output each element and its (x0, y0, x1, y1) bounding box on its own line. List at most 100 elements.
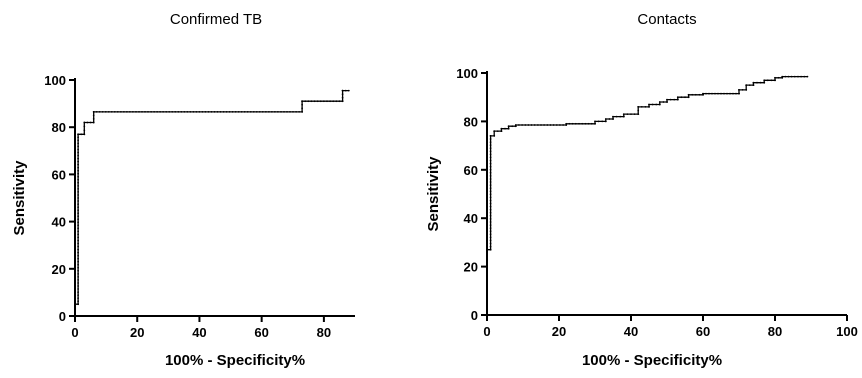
chart2-roc-point (486, 286, 488, 288)
chart2-roc-point (486, 261, 488, 263)
chart1-roc-point (77, 175, 79, 178)
chart2-roc-point (648, 103, 650, 106)
chart2-roc-point (800, 75, 802, 78)
chart2-x-tick-label: 40 (624, 324, 638, 339)
chart2-roc-point (507, 125, 510, 128)
chart1-roc-point (274, 111, 276, 113)
chart1-roc-point (83, 133, 86, 136)
chart2-roc-point (500, 130, 503, 133)
chart2-roc-point (489, 227, 492, 230)
chart2-roc-point (708, 92, 710, 95)
chart1-roc-point (77, 136, 79, 139)
chart1-roc-point (77, 209, 79, 212)
chart2-roc-point (732, 92, 734, 95)
chart1-roc-point (174, 111, 177, 113)
chart2-roc-point (581, 122, 584, 125)
chart1-roc-point (159, 111, 162, 113)
chart1-roc-point (77, 279, 79, 281)
chart2-roc-point (489, 147, 492, 150)
chart2-roc-point (630, 113, 632, 115)
chart2-roc-point (489, 221, 492, 223)
chart2-roc-point (787, 75, 790, 78)
chart2-roc-point (684, 96, 686, 99)
chart2-roc-point (571, 122, 574, 125)
chart2-roc-point (705, 92, 707, 95)
chart2-roc-point (486, 279, 488, 282)
chart1-roc-curve-markers (74, 89, 350, 317)
chart2-roc-point (673, 98, 676, 101)
chart2-roc-point (546, 124, 549, 126)
chart1-roc-point (77, 203, 79, 206)
chart1-roc-point (207, 111, 210, 113)
chart2-roc-point (774, 79, 776, 82)
chart2-roc-point (527, 124, 530, 126)
chart2-x-tick-label: 60 (696, 324, 710, 339)
chart2-roc-point (540, 124, 542, 126)
chart1-roc-point (265, 111, 267, 113)
chart2-roc-point (803, 75, 806, 78)
chart2-roc-point (658, 103, 661, 106)
chart2-roc-point (552, 124, 555, 126)
chart1-roc-point (335, 100, 338, 103)
chart1-roc-point (77, 163, 79, 166)
chart2-roc-point (489, 165, 492, 168)
chart2-roc-point (486, 295, 488, 298)
chart2-roc-point (486, 276, 488, 279)
chart1-roc-point (249, 111, 252, 113)
chart2-roc-point (644, 106, 647, 108)
chart2-roc-point (518, 124, 520, 126)
chart1-roc-point (280, 111, 282, 113)
chart2-roc-curve-markers (486, 75, 809, 316)
chart2-roc-point (486, 258, 488, 260)
chart2-roc-point (662, 101, 665, 103)
chart1-roc-point (307, 100, 310, 103)
chart1-roc-point (92, 114, 95, 117)
chart1-roc-point (234, 111, 237, 113)
chart2-roc-point (666, 98, 668, 101)
chart1-roc-point (86, 121, 89, 124)
chart1-roc-point (83, 129, 86, 132)
chart2-roc-point (637, 106, 640, 108)
chart2-roc-point (745, 89, 748, 91)
chart2-y-tick-label: 100 (456, 66, 478, 81)
chart2-roc-point (489, 211, 492, 214)
chart2-roc-point (486, 267, 488, 270)
chart2-y-axis-label: Sensitivity (425, 156, 442, 232)
chart1-roc-point (95, 111, 98, 113)
chart2-roc-point (604, 120, 607, 123)
chart2-roc-point (676, 96, 679, 99)
chart2-roc-point (594, 120, 596, 123)
chart2-roc-point (537, 124, 539, 126)
chart1-roc-point (204, 111, 207, 113)
chart2-roc-point (489, 162, 492, 165)
chart1-roc-point (77, 133, 79, 136)
chart1-roc-point (77, 188, 79, 190)
chart1-roc-point (126, 111, 128, 113)
chart2-x-tick-label: 20 (552, 324, 566, 339)
chart1-roc-point (171, 111, 174, 113)
chart1-roc-point (77, 242, 79, 245)
chart1-roc-point (165, 111, 168, 113)
chart1-roc-point (237, 111, 240, 113)
chart2-roc-point (694, 93, 697, 96)
chart1-roc-point (77, 269, 79, 272)
chart2-roc-point (784, 75, 787, 78)
chart1-roc-point (319, 100, 322, 103)
chart2-roc-point (489, 171, 492, 174)
chart1-roc-point (104, 111, 107, 113)
chart1-roc-point (77, 172, 79, 175)
chart1-roc-point (77, 263, 79, 266)
chart2-roc-point (698, 93, 701, 96)
chart2-roc-point (726, 92, 728, 95)
chart1-roc-point (77, 291, 79, 293)
chart2-roc-point (493, 130, 496, 133)
chart1-roc-point (195, 111, 198, 113)
chart1-roc-point (153, 111, 156, 113)
chart1-roc-point (77, 148, 79, 151)
chart1-roc-point (77, 248, 79, 251)
chart2-roc-point (496, 130, 499, 133)
chart2-y-tick-label: 80 (464, 114, 478, 129)
chart2-roc-point (489, 224, 492, 227)
chart2-x-tick-label: 0 (483, 324, 490, 339)
chart2-roc-point (738, 92, 740, 95)
